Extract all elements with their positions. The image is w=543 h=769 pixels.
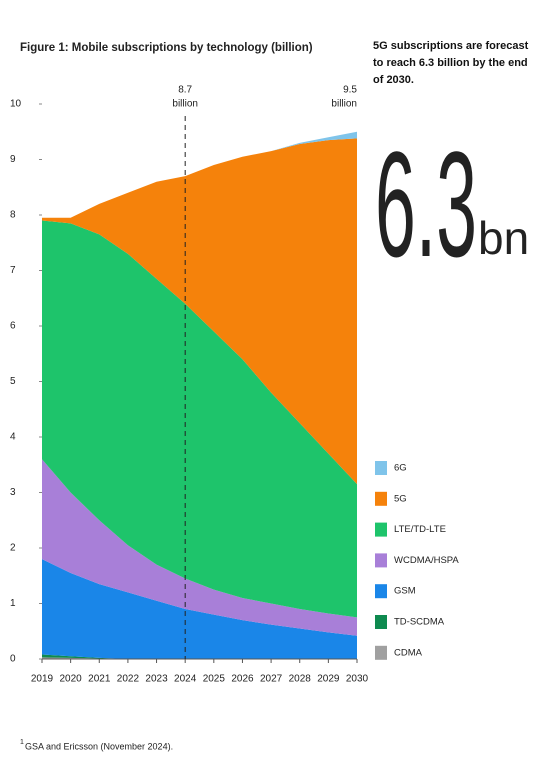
x-tick-label: 2029 [317,674,340,685]
legend-label: 6G [394,463,407,474]
callout-unit: bn [478,212,529,264]
callout-value: 6.3 [375,120,477,288]
legend-label: 5G [394,493,407,504]
legend-label: LTE/TD-LTE [394,524,446,535]
annotation-unit: billion [331,99,357,110]
y-tick-label: 3 [10,487,16,498]
x-tick-label: 2019 [31,674,54,685]
y-tick-label: 9 [10,154,16,165]
y-tick-label: 8 [10,210,16,221]
x-tick-label: 2020 [60,674,83,685]
x-tick-label: 2025 [203,674,226,685]
legend-label: GSM [394,586,416,597]
area [42,131,357,218]
legend-label: CDMA [394,647,423,658]
y-tick-label: 10 [10,99,22,110]
y-tick-label: 6 [10,321,16,332]
legend-swatch [375,491,387,506]
legend-label: WCDMA/HSPA [394,555,459,566]
y-tick-label: 7 [10,265,16,276]
area [42,459,357,636]
x-tick-label: 2030 [346,674,369,685]
annotation-unit: billion [172,99,198,110]
annotation-value: 8.7 [178,85,192,96]
annotation-value: 9.5 [343,85,357,96]
x-tick-label: 2027 [260,674,283,685]
callout-text: 5G subscriptions are forecast to reach 6… [373,40,529,86]
x-tick-label: 2026 [231,674,254,685]
legend-swatch [375,522,387,537]
y-tick-label: 4 [10,432,16,443]
legend-swatch [375,584,387,599]
chart-title: Figure 1: Mobile subscriptions by techno… [20,42,313,54]
x-tick-label: 2021 [88,674,111,685]
source: GSA and Ericsson (November 2024). [25,741,173,751]
legend-label: TD-SCDMA [394,617,445,628]
area [42,559,357,659]
y-tick-label: 2 [10,543,16,554]
legend-swatch [375,615,387,629]
legend-swatch [375,461,387,475]
legend-swatch [375,553,387,568]
y-tick-label: 5 [10,376,16,387]
x-tick-label: 2024 [174,674,197,685]
area [42,138,357,485]
y-tick-label: 1 [10,598,16,609]
area [42,220,357,618]
legend-swatch [375,645,387,660]
x-tick-label: 2028 [289,674,312,685]
x-tick-label: 2023 [145,674,168,685]
x-tick-label: 2022 [117,674,140,685]
y-tick-label: 0 [10,654,16,665]
source-note: 1 [20,739,24,746]
